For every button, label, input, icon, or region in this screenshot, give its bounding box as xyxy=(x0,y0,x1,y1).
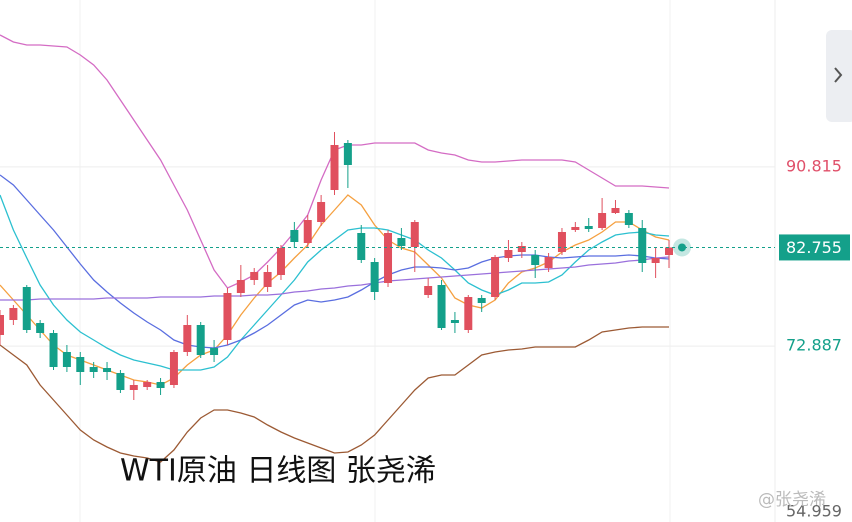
candle-body xyxy=(210,348,219,355)
candle-body xyxy=(357,233,366,260)
candle-body xyxy=(450,320,459,323)
candle-body xyxy=(129,385,138,390)
candle-body xyxy=(384,233,393,283)
candle-body xyxy=(624,213,633,225)
indicator-line xyxy=(0,256,670,301)
candle-body xyxy=(330,145,339,190)
current-price-dot xyxy=(678,243,686,252)
candle-body xyxy=(116,373,125,390)
candle-body xyxy=(517,246,526,252)
y-tick-label: 72.887 xyxy=(786,336,842,355)
candle-body xyxy=(557,232,566,252)
candle-body xyxy=(317,202,326,222)
current-price-box xyxy=(779,234,850,261)
candle-body xyxy=(290,230,299,242)
candle-body xyxy=(598,213,607,228)
current-price-label: 82.755 xyxy=(786,238,842,257)
candle-body xyxy=(49,333,58,367)
candle-body xyxy=(504,250,513,258)
y-tick-label: 90.815 xyxy=(786,156,842,175)
y-tick-label: 54.959 xyxy=(786,502,842,521)
candle-body xyxy=(343,143,352,165)
candle-body xyxy=(611,208,620,213)
indicator-line xyxy=(0,174,670,349)
candle-body xyxy=(196,325,205,355)
candle-body xyxy=(370,262,379,292)
candle-body xyxy=(22,287,31,330)
candle-body xyxy=(9,308,18,320)
candle-body xyxy=(0,315,4,335)
candle-body xyxy=(36,323,45,333)
candle-body xyxy=(236,280,245,293)
candle-body xyxy=(410,222,419,247)
chevron-icon[interactable] xyxy=(834,67,843,83)
candle-body xyxy=(638,228,647,263)
candle-body xyxy=(169,352,178,385)
candle-body xyxy=(584,226,593,229)
candle-body xyxy=(183,325,192,352)
candle-body xyxy=(276,248,285,275)
candle-body xyxy=(76,357,85,372)
candle-body xyxy=(665,247,673,255)
candle-body xyxy=(156,382,165,388)
candle-body xyxy=(424,286,433,295)
candle-body xyxy=(62,352,71,367)
candle-body xyxy=(651,258,660,263)
candle-body xyxy=(531,255,540,265)
candle-body xyxy=(437,285,446,328)
candle-body xyxy=(477,298,486,303)
candle-body xyxy=(103,368,112,372)
candle-body xyxy=(397,238,406,246)
candle-body xyxy=(143,382,152,387)
nav-button[interactable] xyxy=(826,30,852,122)
indicator-line xyxy=(0,326,669,463)
watermark: @张尧浠 xyxy=(758,490,826,510)
candle-body xyxy=(464,297,473,330)
candle-body xyxy=(491,257,500,297)
candle-body xyxy=(89,367,98,372)
candle-body xyxy=(250,272,259,280)
indicator-line xyxy=(0,194,670,386)
candle-body xyxy=(303,220,312,243)
candle-body xyxy=(544,257,553,268)
indicator-line xyxy=(0,194,670,371)
candle-body xyxy=(263,272,272,287)
candle-body xyxy=(223,293,232,340)
chart-title: WTI原油 日线图 张尧浠 xyxy=(120,454,436,489)
candle-body xyxy=(571,227,580,230)
